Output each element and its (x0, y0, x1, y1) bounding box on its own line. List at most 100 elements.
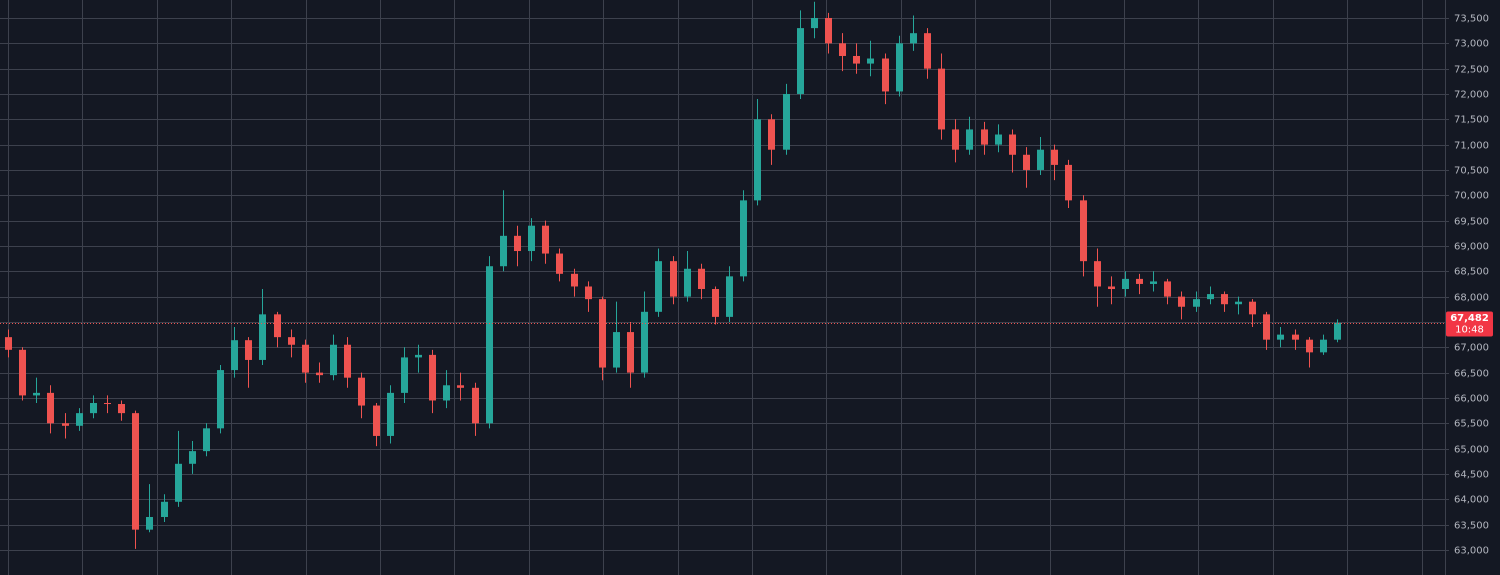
candle-body (1122, 278, 1129, 290)
candle-body (867, 58, 874, 64)
candle-body (1178, 296, 1185, 307)
y-tick-label: 68,500 (1454, 267, 1489, 278)
candle-body (104, 403, 111, 405)
candle-body (443, 385, 450, 401)
candle-body (768, 119, 775, 150)
candle-body (245, 340, 252, 360)
candle-body (259, 314, 266, 360)
y-tick-label: 63,000 (1454, 546, 1489, 557)
candle-body (754, 119, 761, 201)
y-tick-label: 66,500 (1454, 369, 1489, 380)
candle-body (457, 385, 464, 388)
candle-body (698, 268, 705, 290)
candle-body (1277, 334, 1284, 340)
price-axis: 63,000 63,500 64,000 64,500 65,000 65,500 66,0… (1445, 0, 1500, 575)
candle-body (76, 413, 83, 426)
candle-body (1065, 164, 1072, 201)
candle-body (373, 405, 380, 436)
candle-body (684, 268, 691, 297)
y-tick-label: 64,500 (1454, 470, 1489, 481)
candle-body (1320, 339, 1327, 353)
candle-body (1249, 301, 1256, 315)
candles (5, 1, 1341, 549)
candle-body (740, 200, 747, 277)
candle-body (1334, 322, 1341, 340)
candle-body (882, 58, 889, 92)
y-tick-label: 68,000 (1454, 293, 1489, 304)
y-tick-label: 66,000 (1454, 394, 1489, 405)
axis-background (1445, 0, 1500, 575)
y-tick-label: 73,000 (1454, 39, 1489, 50)
candle-body (358, 377, 365, 406)
horizontal-grid (0, 18, 1445, 551)
candle-body (231, 340, 238, 371)
candle-body (585, 286, 592, 300)
y-tick-label: 71,000 (1454, 141, 1489, 152)
candle-body (542, 225, 549, 254)
candle-body (1051, 149, 1058, 165)
candle-body (146, 516, 153, 530)
candle-body (1235, 301, 1242, 305)
candle-body (797, 28, 804, 94)
vertical-grid (8, 0, 1423, 575)
candle-body (1080, 200, 1087, 262)
y-tick-label: 70,500 (1454, 166, 1489, 177)
candle-body (90, 403, 97, 414)
y-tick-label: 72,500 (1454, 65, 1489, 76)
candle-body (556, 253, 563, 274)
candle-body (1037, 149, 1044, 170)
candle-body (514, 235, 521, 252)
last-price-badge (1446, 311, 1493, 337)
candle-body (288, 337, 295, 345)
candle-body (1023, 154, 1030, 170)
y-tick-label: 72,000 (1454, 90, 1489, 101)
candle-body (783, 93, 790, 150)
candle-body (599, 299, 606, 368)
candle-body (670, 261, 677, 297)
candle-body (500, 235, 507, 267)
candle-body (316, 372, 323, 376)
y-tick-label: 65,500 (1454, 419, 1489, 430)
candle-body (62, 423, 69, 426)
candle-body (571, 273, 578, 287)
countdown-label: 10:48 (1455, 325, 1484, 336)
candle-body (896, 43, 903, 92)
candle-body (189, 451, 196, 464)
y-tick-label: 65,000 (1454, 445, 1489, 456)
candle-body (981, 129, 988, 145)
candle-body (387, 392, 394, 436)
candle-body (613, 332, 620, 368)
candle-body (825, 17, 832, 44)
candle-body (175, 463, 182, 502)
candle-body (274, 314, 281, 338)
candle-body (1306, 339, 1313, 353)
candle-body (1009, 134, 1016, 155)
candle-body (938, 68, 945, 130)
candle-body (1150, 281, 1157, 284)
candle-body (995, 134, 1002, 145)
candle-body (1193, 299, 1200, 307)
candle-body (5, 337, 12, 350)
candle-body (627, 332, 634, 373)
candle-body (161, 501, 168, 517)
candle-body (19, 349, 26, 396)
candle-body (217, 370, 224, 429)
candle-body (1108, 286, 1115, 290)
candle-body (472, 387, 479, 424)
candle-body (33, 392, 40, 396)
candle-body (415, 354, 422, 358)
last-price-label: 67,482 (1450, 313, 1489, 324)
candle-body (839, 43, 846, 56)
candle-body (1221, 294, 1228, 305)
candle-body (486, 266, 493, 424)
candle-body (401, 357, 408, 393)
candle-body (966, 129, 973, 150)
candle-body (528, 225, 535, 252)
candle-body (302, 344, 309, 373)
candle-body (344, 344, 351, 378)
candle-body (952, 129, 959, 150)
